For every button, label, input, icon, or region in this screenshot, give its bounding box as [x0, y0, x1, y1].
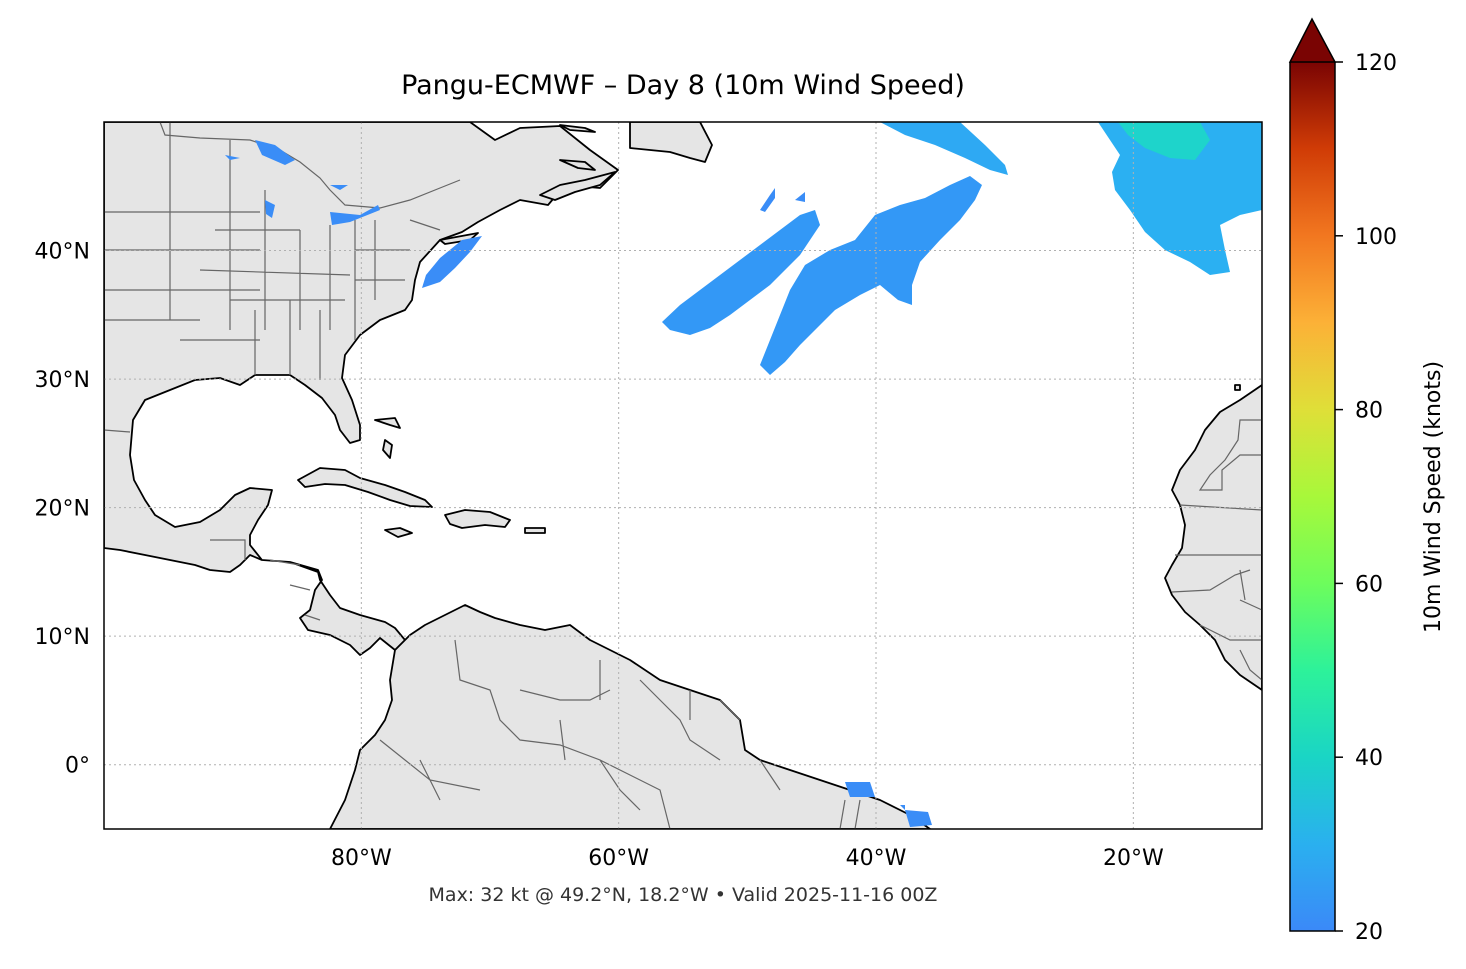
land-jamaica	[384, 527, 413, 538]
wind-speed-field	[225, 122, 1262, 827]
wind-region-ne-atlantic	[1098, 122, 1262, 275]
land-anticosti	[559, 124, 596, 133]
lat-tick-label: 10°N	[35, 625, 90, 650]
map-title: Pangu-ECMWF – Day 8 (10m Wind Speed)	[401, 70, 965, 101]
colorbar-tick-label: 20	[1355, 920, 1383, 945]
wind-core-ne-atlantic	[1118, 122, 1210, 160]
wind-region-north-band	[880, 122, 1008, 175]
land-pei	[559, 159, 596, 171]
wind-region-small-north	[760, 188, 805, 212]
land-puerto-rico	[524, 527, 546, 534]
land-south-america	[329, 604, 931, 829]
colorbar-tick-label: 40	[1355, 746, 1383, 771]
land-newfoundland	[629, 122, 713, 163]
colorbar-label: 10m Wind Speed (knots)	[1421, 361, 1446, 633]
lat-tick-label: 0°	[65, 754, 90, 779]
wind-region-us-east-coast	[422, 236, 482, 288]
wind-region-central-band	[760, 176, 982, 375]
colorbar-tick-label: 80	[1355, 399, 1383, 424]
lat-tick-label: 30°N	[35, 368, 90, 393]
longitude-ticks: 80°W 60°W 40°W 20°W	[331, 846, 1164, 871]
colorbar: 20 40 60 80 100 120 10m Wind Speed (knots)	[1288, 17, 1446, 945]
lat-tick-label: 40°N	[35, 240, 90, 265]
lat-tick-label: 20°N	[35, 497, 90, 522]
colorbar-frame	[1289, 62, 1336, 932]
wind-region-nw-band	[662, 210, 820, 335]
colorbar-tick-label: 100	[1355, 225, 1397, 250]
lon-tick-label: 40°W	[846, 846, 907, 871]
land-cape-verde	[1234, 384, 1241, 391]
land-north-america	[104, 122, 619, 661]
wind-region-brazil-coast	[845, 782, 932, 827]
lon-tick-label: 80°W	[331, 846, 392, 871]
colorbar-ticks: 20 40 60 80 100 120	[1335, 51, 1397, 945]
lon-tick-label: 20°W	[1103, 846, 1164, 871]
land-cuba	[297, 467, 433, 508]
colorbar-tick-label: 60	[1355, 572, 1383, 597]
land-nova-scotia	[539, 171, 616, 201]
land-africa	[1164, 384, 1262, 691]
land-bahamas	[374, 417, 401, 459]
land-hispaniola	[444, 509, 511, 529]
latitude-ticks: 40°N 30°N 20°N 10°N 0°	[35, 240, 90, 779]
colorbar-gradient	[1290, 62, 1335, 931]
colorbar-extend-arrow	[1288, 17, 1337, 63]
country-borders	[104, 122, 1262, 829]
gridlines	[104, 122, 1262, 829]
colorbar-tick-label: 120	[1355, 51, 1397, 76]
map-frame	[103, 121, 1263, 830]
footer-info: Max: 32 kt @ 49.2°N, 18.2°W • Valid 2025…	[428, 884, 938, 906]
lon-tick-label: 60°W	[588, 846, 649, 871]
